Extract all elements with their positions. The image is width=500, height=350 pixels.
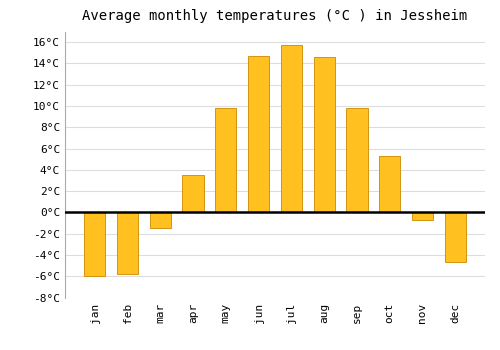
Bar	[182, 175, 204, 212]
Bar	[379, 156, 400, 212]
Bar	[314, 57, 335, 212]
Bar	[412, 212, 433, 220]
Bar	[84, 212, 106, 276]
Bar	[248, 56, 270, 212]
Title: Average monthly temperatures (°C ) in Jessheim: Average monthly temperatures (°C ) in Je…	[82, 9, 468, 23]
Bar	[280, 46, 302, 212]
Bar	[117, 212, 138, 274]
Bar	[150, 212, 171, 228]
Bar	[444, 212, 466, 262]
Bar	[215, 108, 236, 212]
Bar	[346, 108, 368, 212]
